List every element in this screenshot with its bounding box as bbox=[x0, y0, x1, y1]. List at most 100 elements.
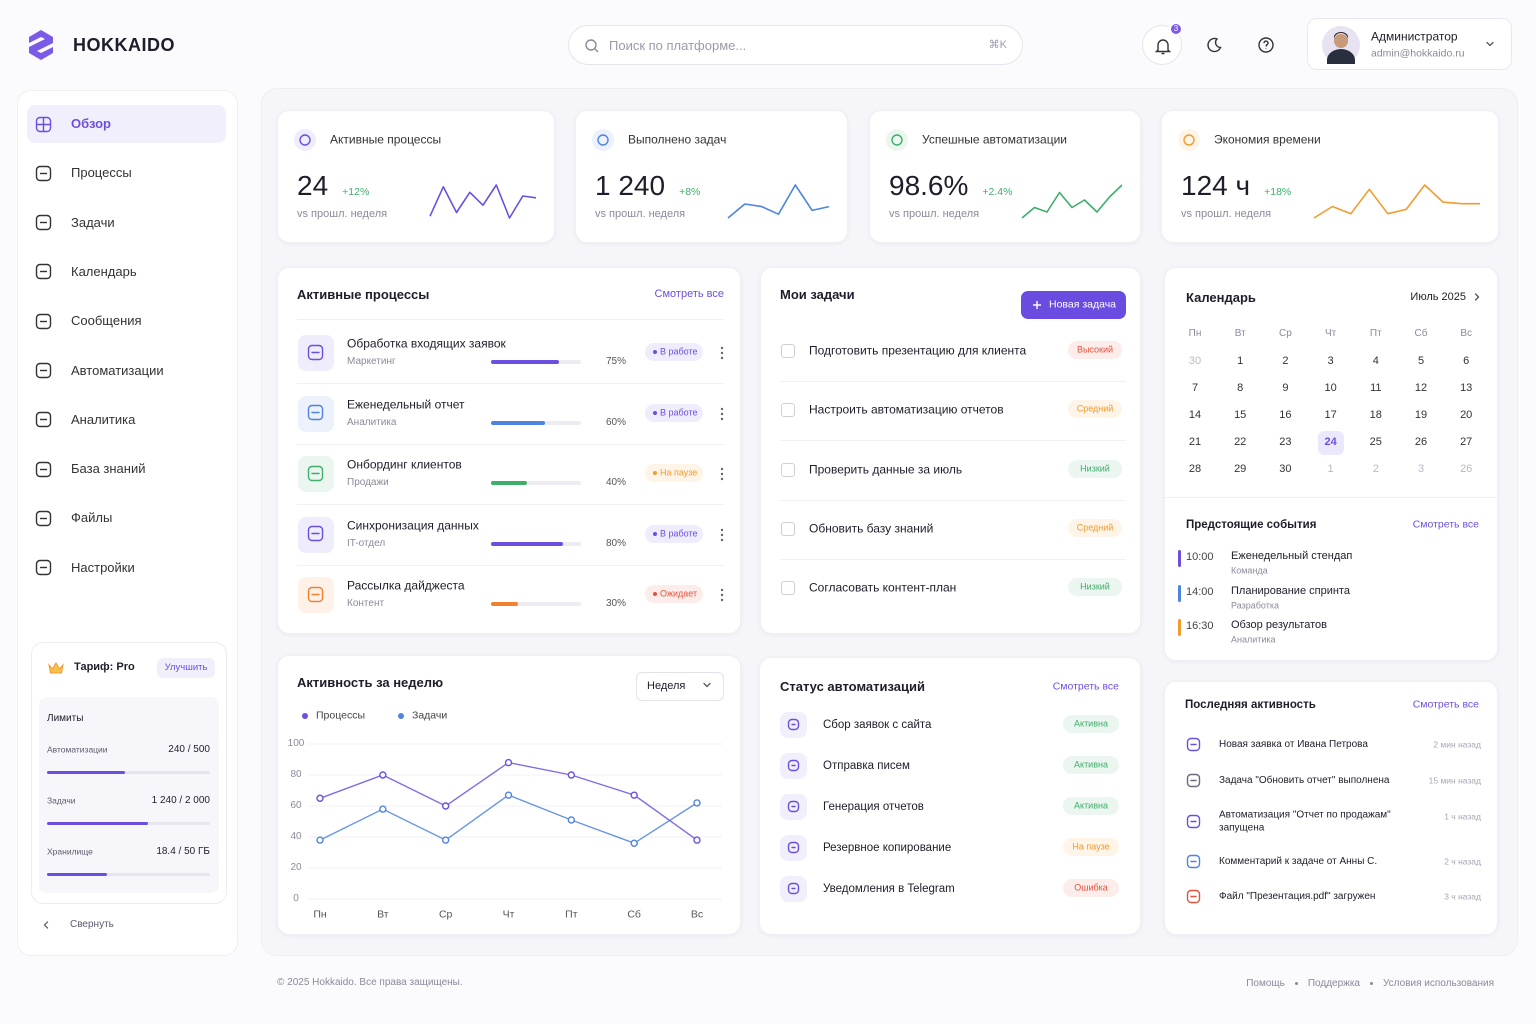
nav-icon bbox=[35, 412, 52, 428]
x-tick-label: Вт bbox=[377, 908, 389, 921]
checkbox[interactable] bbox=[781, 581, 795, 596]
stat-icon-bg bbox=[1178, 129, 1200, 151]
calendar-day[interactable]: 23 bbox=[1279, 436, 1292, 449]
calendar-day[interactable]: 24 bbox=[1324, 436, 1337, 449]
status-badge: Активна bbox=[1063, 797, 1119, 816]
nav-item[interactable]: Настройки bbox=[71, 559, 135, 575]
event-team: Разработка bbox=[1231, 599, 1279, 610]
task-text: Подготовить презентацию для клиента bbox=[809, 343, 1027, 358]
panel-link[interactable]: Смотреть все bbox=[1412, 698, 1479, 711]
icon-shape bbox=[1183, 134, 1195, 146]
new-task-button[interactable]: Новая задача bbox=[1021, 291, 1126, 319]
icon bbox=[787, 800, 799, 812]
collapse-button[interactable]: Свернуть bbox=[70, 918, 114, 930]
calendar-day[interactable]: 1 bbox=[1327, 463, 1334, 476]
calendar-day[interactable]: 4 bbox=[1372, 355, 1379, 368]
calendar-day[interactable]: 15 bbox=[1234, 409, 1247, 422]
calendar-day[interactable]: 1 bbox=[1237, 355, 1244, 368]
more-button[interactable] bbox=[720, 528, 724, 542]
more-button[interactable] bbox=[720, 407, 724, 421]
theme-toggle[interactable] bbox=[1206, 37, 1222, 53]
period-select[interactable]: Неделя bbox=[636, 672, 724, 701]
nav-item[interactable]: Файлы bbox=[71, 510, 113, 526]
icon-shape bbox=[35, 510, 52, 527]
calendar-day[interactable]: 30 bbox=[1279, 463, 1292, 476]
calendar-day[interactable]: 13 bbox=[1460, 382, 1473, 395]
panel-link[interactable]: Смотреть все bbox=[654, 288, 724, 301]
more-button[interactable] bbox=[720, 467, 724, 481]
checkbox[interactable] bbox=[781, 403, 795, 418]
nav-item[interactable]: Задачи bbox=[71, 214, 115, 230]
calendar-day[interactable]: 25 bbox=[1369, 436, 1382, 449]
help-button[interactable] bbox=[1258, 37, 1274, 53]
calendar-day[interactable]: 26 bbox=[1414, 436, 1428, 449]
more-button[interactable] bbox=[720, 346, 724, 360]
calendar-day[interactable]: 29 bbox=[1234, 463, 1247, 476]
progress-fill bbox=[491, 481, 527, 485]
calendar-day[interactable]: 20 bbox=[1460, 409, 1473, 422]
weekday: Вс bbox=[1460, 327, 1473, 339]
footer-link[interactable]: Поддержка bbox=[1307, 977, 1360, 989]
calendar-day[interactable]: 6 bbox=[1463, 355, 1470, 368]
calendar-day[interactable]: 26 bbox=[1460, 463, 1473, 476]
nav-item[interactable]: Сообщения bbox=[71, 313, 142, 329]
progress-track bbox=[491, 481, 581, 485]
panel-title: Последняя активность bbox=[1185, 698, 1316, 711]
checkbox[interactable] bbox=[781, 344, 795, 358]
calendar-day[interactable]: 3 bbox=[1417, 463, 1425, 476]
icon-shape bbox=[35, 214, 52, 231]
calendar-day[interactable]: 9 bbox=[1282, 382, 1289, 395]
nav-item[interactable]: Календарь bbox=[71, 263, 137, 279]
icon-shape bbox=[48, 662, 64, 674]
calendar-day[interactable]: 11 bbox=[1370, 382, 1382, 395]
calendar-day[interactable]: 27 bbox=[1460, 436, 1473, 449]
nav-item[interactable]: Автоматизации bbox=[71, 362, 164, 378]
icon-shape bbox=[585, 39, 597, 51]
calendar-day[interactable]: 14 bbox=[1188, 409, 1202, 422]
status-badge: Низкий bbox=[1068, 578, 1122, 597]
icon bbox=[1186, 854, 1200, 868]
chevron-shape bbox=[1474, 293, 1480, 301]
calendar-day[interactable]: 5 bbox=[1417, 355, 1425, 368]
footer-link[interactable]: Помощь bbox=[1246, 977, 1285, 989]
select-text: Неделя bbox=[647, 680, 686, 693]
stat-period: vs прошл. неделя bbox=[297, 208, 388, 221]
calendar-day[interactable]: 17 bbox=[1324, 409, 1337, 422]
footer-link[interactable]: Условия использования bbox=[1383, 977, 1494, 989]
search-box[interactable]: Поиск по платформе... ⌘K bbox=[568, 25, 1023, 65]
calendar-day[interactable]: 2 bbox=[1372, 463, 1379, 476]
nav-item[interactable]: Аналитика bbox=[71, 411, 136, 427]
avatar-head bbox=[1334, 34, 1348, 48]
calendar-day[interactable]: 19 bbox=[1414, 409, 1428, 422]
nav-icon bbox=[35, 165, 52, 181]
nav-item[interactable]: Процессы bbox=[71, 165, 132, 181]
upgrade-button[interactable]: Улучшить bbox=[157, 658, 215, 678]
progress-label: 60% bbox=[605, 416, 626, 428]
calendar-day[interactable]: 3 bbox=[1327, 355, 1334, 368]
x-tick-label: Вс bbox=[690, 908, 704, 921]
status-text: Низкий bbox=[1080, 462, 1110, 473]
user-name: Администратор bbox=[1371, 29, 1458, 44]
nav-item[interactable]: База знаний bbox=[71, 460, 146, 476]
calendar-day[interactable]: 7 bbox=[1191, 382, 1199, 395]
calendar-day[interactable]: 21 bbox=[1188, 436, 1202, 449]
calendar-day[interactable]: 12 bbox=[1414, 382, 1428, 395]
calendar-day[interactable]: 28 bbox=[1188, 463, 1202, 476]
calendar-day[interactable]: 10 bbox=[1324, 382, 1337, 395]
icon bbox=[1186, 814, 1200, 828]
checkbox[interactable] bbox=[781, 462, 795, 477]
more-button[interactable] bbox=[720, 588, 724, 602]
calendar-day[interactable]: 2 bbox=[1282, 355, 1289, 368]
nav-item[interactable]: Обзор bbox=[71, 115, 111, 131]
calendar-day[interactable]: 18 bbox=[1369, 409, 1382, 422]
calendar-day[interactable]: 16 bbox=[1279, 409, 1292, 422]
status-dot bbox=[653, 410, 657, 415]
calendar-day[interactable]: 8 bbox=[1237, 382, 1244, 395]
checkbox[interactable] bbox=[781, 521, 795, 536]
panel-link[interactable]: Смотреть все bbox=[1052, 680, 1119, 693]
user-menu[interactable]: Администратор admin@hokkaido.ru bbox=[1307, 18, 1512, 70]
panel-link[interactable]: Смотреть все bbox=[1412, 518, 1479, 531]
recent-panel: Последняя активность Смотреть все Новая за… bbox=[1164, 681, 1498, 935]
calendar-day[interactable]: 22 bbox=[1234, 436, 1247, 449]
calendar-day[interactable]: 30 bbox=[1188, 355, 1202, 368]
